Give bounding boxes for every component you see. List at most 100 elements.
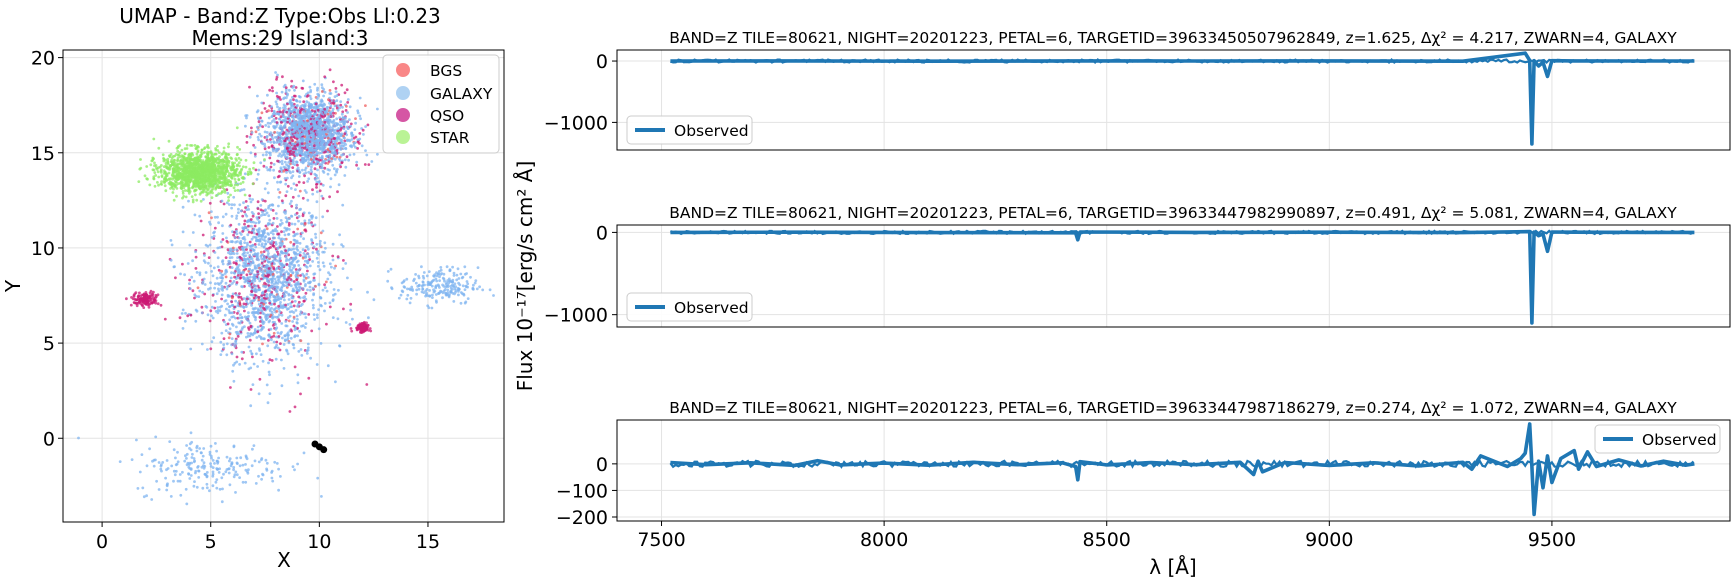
umap-point-qso (286, 147, 289, 151)
umap-point-galaxy (308, 142, 311, 146)
umap-point-galaxy (282, 292, 286, 296)
umap-point-galaxy (293, 335, 296, 339)
umap-point-galaxy (311, 303, 315, 307)
umap-point-galaxy (306, 342, 310, 346)
umap-point-galaxy (286, 331, 290, 335)
umap-point-galaxy (273, 298, 277, 302)
umap-point-galaxy (232, 342, 235, 346)
umap-point-galaxy (320, 111, 324, 115)
umap-point-galaxy (304, 171, 308, 175)
umap-point-galaxy (358, 114, 362, 118)
umap-point-qso (289, 159, 293, 163)
umap-point-galaxy (289, 126, 293, 130)
umap-point-galaxy (301, 79, 305, 83)
umap-point-galaxy (327, 271, 330, 274)
umap-point-galaxy (338, 159, 342, 162)
umap-point-galaxy (231, 282, 234, 285)
umap-point-galaxy (278, 241, 282, 245)
umap-point-qso (278, 95, 281, 99)
umap-point-qso (279, 98, 282, 101)
umap-point-bgs (228, 332, 232, 336)
umap-point-qso (239, 295, 243, 299)
umap-point-galaxy (285, 270, 289, 274)
umap-point-qso (269, 161, 273, 165)
umap-point-galaxy (273, 262, 276, 266)
umap-point-galaxy (233, 236, 237, 240)
umap-point-star (219, 163, 223, 167)
umap-point-galaxy (278, 152, 282, 156)
umap-point-star (137, 180, 141, 184)
umap-point-galaxy (268, 299, 272, 303)
umap-point-galaxy (253, 328, 257, 331)
umap-point-galaxy (234, 240, 238, 244)
umap-point-galaxy (340, 112, 344, 116)
umap-point-galaxy (230, 271, 233, 275)
umap-point-qso (229, 386, 232, 389)
umap-point-qso (310, 329, 314, 333)
umap-point-qso (294, 86, 298, 89)
umap-point-galaxy (253, 279, 257, 283)
umap-point-qso (328, 143, 331, 147)
umap-point-qso (289, 278, 293, 281)
umap-point-galaxy (257, 347, 261, 350)
umap-point-galaxy (317, 115, 320, 119)
umap-point-galaxy (341, 147, 345, 151)
umap-point-galaxy (237, 207, 240, 211)
umap-point-galaxy (276, 331, 280, 335)
umap-point-galaxy (221, 262, 225, 266)
umap-point-galaxy (257, 138, 260, 142)
umap-point-galaxy (317, 121, 320, 125)
umap-point-qso (247, 230, 251, 234)
umap-point-qso (253, 293, 257, 297)
umap-point-qso (332, 101, 336, 105)
umap-point-bgs (303, 222, 307, 226)
umap-point-galaxy (234, 299, 238, 303)
umap-point-galaxy (344, 146, 347, 150)
umap-point-bgs (309, 158, 313, 161)
umap-point-galaxy (282, 85, 286, 89)
umap-point-galaxy (235, 293, 238, 297)
umap-point-galaxy (224, 269, 228, 273)
umap-point-qso (238, 302, 242, 305)
umap-point-qso (246, 224, 250, 228)
umap-point-galaxy (259, 328, 263, 332)
umap-point-galaxy (230, 203, 234, 207)
umap-point-galaxy (274, 306, 278, 310)
umap-point-qso (285, 136, 289, 140)
umap-point-galaxy (334, 152, 338, 156)
umap-point-galaxy (220, 276, 224, 280)
umap-point-galaxy (269, 231, 273, 235)
umap-point-star (173, 159, 176, 162)
umap-point-star (164, 177, 168, 181)
umap-point-galaxy (319, 342, 323, 345)
umap-point-star (230, 168, 233, 172)
umap-point-galaxy (260, 244, 264, 248)
umap-point-qso (213, 226, 217, 230)
umap-point-galaxy (283, 124, 287, 128)
umap-point-galaxy (318, 242, 322, 246)
umap-point-galaxy (328, 101, 331, 105)
umap-point-galaxy (257, 243, 261, 246)
umap-point-galaxy (261, 274, 265, 278)
umap-point-galaxy (287, 144, 291, 148)
umap-point-star (193, 144, 197, 147)
umap-point-galaxy (321, 215, 325, 219)
umap-point-galaxy (247, 311, 250, 315)
umap-point-galaxy (298, 312, 302, 316)
umap-point-star (246, 170, 250, 174)
umap-point-galaxy (237, 236, 241, 240)
umap-point-galaxy (278, 310, 282, 313)
umap-point-galaxy (299, 310, 303, 314)
umap-point-galaxy (333, 142, 337, 146)
umap-point-star (195, 152, 199, 156)
umap-point-galaxy (284, 280, 287, 284)
umap-point-galaxy (213, 286, 217, 290)
umap-point-galaxy (284, 130, 288, 134)
umap-point-qso (181, 262, 184, 266)
umap-point-galaxy (294, 123, 297, 127)
umap-point-qso (257, 120, 261, 124)
umap-point-galaxy (267, 204, 271, 208)
umap-point-galaxy (280, 269, 284, 273)
umap-point-galaxy (315, 313, 319, 317)
